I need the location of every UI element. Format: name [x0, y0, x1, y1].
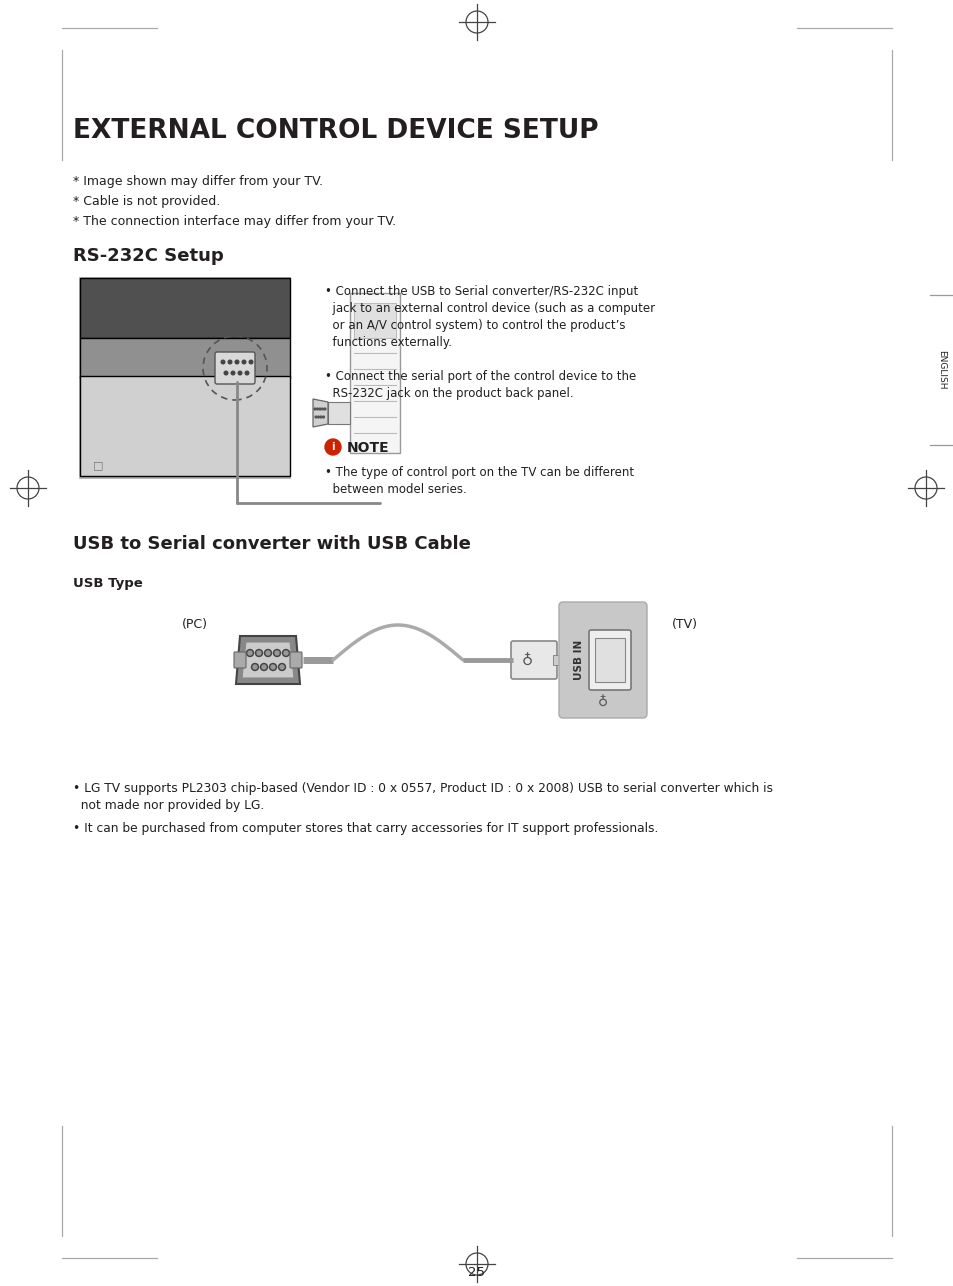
Circle shape — [280, 665, 284, 669]
Circle shape — [314, 417, 316, 418]
Circle shape — [324, 408, 326, 410]
Circle shape — [322, 417, 324, 418]
Circle shape — [256, 651, 261, 655]
Circle shape — [269, 664, 276, 670]
FancyBboxPatch shape — [558, 602, 646, 718]
Circle shape — [274, 651, 278, 655]
Circle shape — [317, 417, 319, 418]
Circle shape — [238, 372, 241, 374]
Text: (PC): (PC) — [182, 619, 208, 631]
Circle shape — [221, 360, 225, 364]
Text: • Connect the serial port of the control device to the: • Connect the serial port of the control… — [325, 370, 636, 383]
Text: ENGLISH: ENGLISH — [937, 350, 945, 390]
Text: USB Type: USB Type — [73, 577, 143, 590]
Text: * Cable is not provided.: * Cable is not provided. — [73, 195, 220, 208]
Text: □: □ — [92, 460, 103, 469]
Circle shape — [262, 665, 266, 669]
Text: • It can be purchased from computer stores that carry accessories for IT support: • It can be purchased from computer stor… — [73, 822, 658, 835]
Text: i: i — [331, 442, 335, 451]
Text: * The connection interface may differ from your TV.: * The connection interface may differ fr… — [73, 215, 395, 228]
Circle shape — [282, 649, 289, 656]
Circle shape — [245, 372, 249, 374]
Circle shape — [266, 651, 270, 655]
Polygon shape — [313, 399, 328, 427]
Circle shape — [284, 651, 288, 655]
Text: ♁: ♁ — [521, 652, 532, 667]
FancyBboxPatch shape — [214, 352, 254, 385]
Text: functions externally.: functions externally. — [325, 336, 452, 349]
Text: * Image shown may differ from your TV.: * Image shown may differ from your TV. — [73, 175, 323, 188]
FancyBboxPatch shape — [588, 630, 630, 691]
Text: EXTERNAL CONTROL DEVICE SETUP: EXTERNAL CONTROL DEVICE SETUP — [73, 118, 598, 144]
FancyBboxPatch shape — [595, 638, 624, 682]
Text: 25: 25 — [468, 1265, 485, 1278]
Text: (TV): (TV) — [671, 619, 698, 631]
Circle shape — [252, 664, 258, 670]
Circle shape — [246, 649, 253, 656]
FancyBboxPatch shape — [350, 293, 399, 453]
FancyBboxPatch shape — [80, 338, 290, 378]
Text: USB IN: USB IN — [574, 640, 583, 680]
FancyBboxPatch shape — [80, 278, 290, 338]
Text: jack to an external control device (such as a computer: jack to an external control device (such… — [325, 302, 655, 315]
Circle shape — [318, 408, 320, 410]
Polygon shape — [235, 637, 299, 684]
FancyBboxPatch shape — [290, 652, 302, 667]
Text: • Connect the USB to Serial converter/RS-232C input: • Connect the USB to Serial converter/RS… — [325, 285, 638, 298]
Circle shape — [320, 417, 321, 418]
Circle shape — [255, 649, 262, 656]
Text: • LG TV supports PL2303 chip-based (Vendor ID : 0 x 0557, Product ID : 0 x 2008): • LG TV supports PL2303 chip-based (Vend… — [73, 782, 772, 795]
Circle shape — [242, 360, 246, 364]
FancyBboxPatch shape — [80, 376, 290, 476]
Circle shape — [274, 649, 280, 656]
Circle shape — [314, 408, 315, 410]
Circle shape — [231, 372, 234, 374]
Text: RS-232C jack on the product back panel.: RS-232C jack on the product back panel. — [325, 387, 573, 400]
Polygon shape — [242, 642, 294, 678]
Circle shape — [253, 665, 256, 669]
Circle shape — [316, 408, 318, 410]
FancyBboxPatch shape — [553, 655, 560, 665]
Circle shape — [325, 439, 340, 455]
FancyBboxPatch shape — [511, 640, 557, 679]
Text: USB to Serial converter with USB Cable: USB to Serial converter with USB Cable — [73, 535, 471, 553]
Text: NOTE: NOTE — [347, 441, 389, 455]
Circle shape — [235, 360, 238, 364]
Circle shape — [260, 664, 267, 670]
Text: RS-232C Setup: RS-232C Setup — [73, 247, 224, 265]
Text: • The type of control port on the TV can be different: • The type of control port on the TV can… — [325, 466, 634, 478]
Circle shape — [249, 360, 253, 364]
Circle shape — [278, 664, 285, 670]
Text: not made nor provided by LG.: not made nor provided by LG. — [73, 799, 264, 811]
Circle shape — [264, 649, 272, 656]
Circle shape — [248, 651, 252, 655]
Circle shape — [224, 372, 228, 374]
Circle shape — [321, 408, 323, 410]
Text: or an A/V control system) to control the product’s: or an A/V control system) to control the… — [325, 319, 625, 332]
Text: ♁: ♁ — [598, 694, 607, 709]
FancyBboxPatch shape — [354, 303, 395, 338]
FancyBboxPatch shape — [80, 278, 290, 478]
Text: between model series.: between model series. — [325, 484, 466, 496]
FancyBboxPatch shape — [328, 403, 350, 424]
FancyBboxPatch shape — [233, 652, 246, 667]
Circle shape — [271, 665, 274, 669]
Circle shape — [228, 360, 232, 364]
